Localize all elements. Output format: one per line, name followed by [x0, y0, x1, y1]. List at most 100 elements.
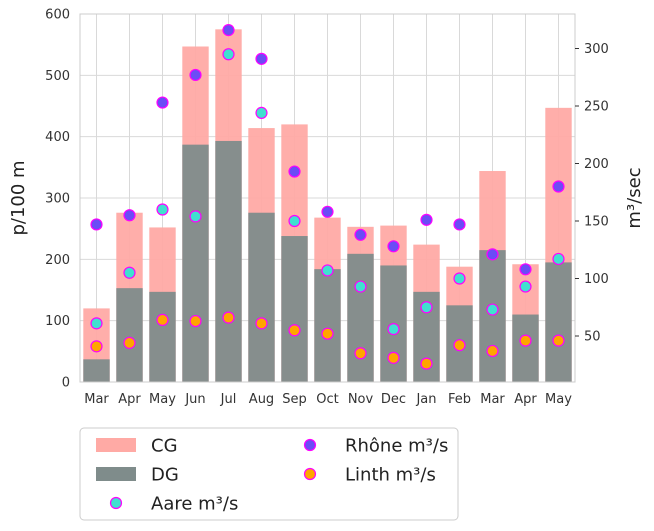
point-linth — [321, 327, 334, 340]
y-tick-label: 300 — [45, 192, 70, 207]
legend-label-cg: CG — [151, 436, 178, 457]
y-axis-label: p/100 m — [8, 160, 29, 235]
bar-dg — [149, 291, 176, 382]
bar-dg — [83, 359, 110, 382]
point-rhne — [420, 213, 433, 226]
x-tick-label: Jan — [415, 392, 436, 407]
x-tick-label: Nov — [348, 392, 374, 407]
y-tick-label: 100 — [45, 314, 70, 329]
bars — [83, 29, 572, 383]
bar-dg — [248, 212, 275, 382]
point-rhne — [354, 228, 367, 241]
point-aare — [387, 323, 400, 336]
y-tick-label: 200 — [45, 253, 70, 268]
point-rhne — [156, 96, 169, 109]
point-aare — [222, 48, 235, 61]
point-rhne — [387, 240, 400, 253]
y-tick-label: 500 — [45, 69, 70, 84]
bar-dg — [215, 140, 242, 382]
legend-label-dg: DG — [151, 465, 179, 486]
bar-dg — [281, 236, 308, 382]
point-rhne — [255, 52, 268, 65]
legend-swatch-cg — [96, 438, 136, 452]
x-tick-label: Dec — [381, 392, 406, 407]
y2-tick-label: 300 — [584, 42, 609, 57]
y-ticks-left: 0 100 200 300 400 500 600 — [45, 8, 70, 391]
point-aare — [255, 106, 268, 120]
point-linth — [354, 347, 367, 360]
bar-dg — [314, 269, 341, 382]
point-rhne — [90, 218, 103, 231]
point-rhne — [288, 165, 301, 178]
point-linth — [387, 351, 400, 364]
bar-dg — [545, 262, 572, 382]
point-aare — [123, 266, 136, 279]
x-ticks: Mar Apr May Jun Jul Aug Sep Oct Nov Dec Jan Feb Mar A… — [84, 392, 572, 407]
point-linth — [222, 311, 235, 324]
legend-marker-aare — [109, 496, 123, 510]
y2-tick-label: 200 — [584, 157, 609, 172]
legend-label-aare: Aare m³/s — [151, 494, 238, 515]
point-aare — [90, 317, 103, 330]
point-linth — [519, 334, 532, 347]
point-aare — [156, 203, 169, 216]
y2-tick-label: 150 — [584, 215, 609, 230]
y2-axis-label: m³/sec — [624, 167, 645, 228]
point-linth — [552, 334, 565, 347]
legend: CG DG Aare m³/s Rhône m³/s Linth m³/s — [79, 427, 459, 521]
point-rhne — [123, 209, 136, 222]
point-linth — [90, 340, 103, 353]
x-tick-label: Feb — [448, 392, 471, 407]
legend-label-rhne: Rhône m³/s — [345, 436, 448, 457]
x-tick-label: Mar — [480, 392, 505, 407]
x-tick-label: Jun — [184, 392, 205, 407]
legend-marker-linth — [303, 467, 317, 481]
point-aare — [321, 264, 334, 277]
bar-dg — [512, 314, 539, 382]
x-tick-label: Aug — [249, 392, 274, 407]
y-tick-label: 400 — [45, 130, 70, 145]
y2-tick-label: 50 — [584, 330, 601, 345]
point-rhne — [552, 180, 565, 193]
point-linth — [156, 313, 169, 326]
y-tick-label: 600 — [45, 8, 70, 23]
legend-box — [79, 427, 459, 521]
point-aare — [552, 252, 565, 266]
bar-dg — [182, 144, 209, 382]
point-rhne — [453, 218, 466, 231]
legend-swatch-dg — [96, 467, 136, 481]
x-tick-label: Apr — [514, 392, 537, 407]
y-ticks-right: 50 100 150 200 250 300 — [575, 42, 609, 345]
x-tick-label: Mar — [84, 392, 109, 407]
point-rhne — [189, 68, 202, 82]
point-linth — [255, 317, 268, 330]
y-tick-label: 0 — [62, 376, 70, 391]
point-linth — [189, 314, 202, 328]
legend-label-linth: Linth m³/s — [345, 465, 436, 486]
x-tick-label: May — [545, 392, 572, 407]
point-aare — [453, 272, 466, 285]
x-tick-label: Jul — [220, 392, 237, 407]
point-rhne — [486, 248, 499, 261]
point-linth — [420, 357, 433, 370]
point-linth — [123, 336, 136, 349]
legend-marker-rhne — [303, 438, 317, 452]
x-tick-label: Oct — [316, 392, 338, 407]
point-aare — [189, 210, 202, 223]
x-tick-label: May — [149, 392, 176, 407]
plot-frame — [79, 13, 576, 383]
bar-dg — [347, 253, 374, 382]
point-linth — [453, 339, 466, 352]
point-aare — [519, 280, 532, 293]
bar-dg — [116, 288, 143, 382]
bar-dg — [479, 250, 506, 382]
point-aare — [288, 214, 301, 228]
y2-tick-label: 100 — [584, 272, 609, 287]
point-rhne — [519, 263, 532, 276]
x-tick-label: Sep — [282, 392, 307, 407]
point-aare — [420, 301, 433, 314]
point-linth — [288, 324, 301, 337]
point-aare — [354, 280, 367, 293]
point-linth — [486, 344, 499, 358]
